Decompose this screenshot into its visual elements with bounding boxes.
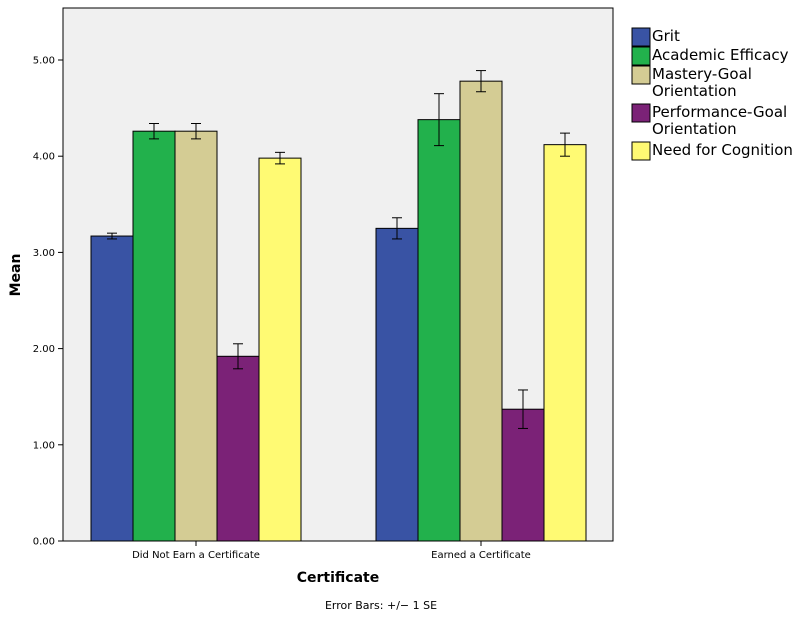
x-category-label: Earned a Certificate <box>431 550 531 561</box>
legend-label: Grit <box>652 27 680 45</box>
legend-swatch <box>631 27 651 47</box>
legend-label: Mastery-Goal <box>652 65 752 83</box>
bar-performance-goal-orientation-2 <box>501 408 545 542</box>
error-bar <box>233 343 243 370</box>
error-bar <box>518 389 528 429</box>
error-bar <box>392 217 402 240</box>
error-bar <box>275 151 285 165</box>
legend-item-need-for-cognition: Need for Cognition <box>631 141 793 161</box>
error-bars <box>107 70 570 429</box>
legend-label: Academic Efficacy <box>652 46 789 64</box>
legend-label: Performance-Goal <box>652 103 787 121</box>
bar-academic-efficacy-2 <box>417 119 461 542</box>
legend-label: Need for Cognition <box>652 141 793 159</box>
y-tick-label: 3.00 <box>33 248 55 259</box>
bar-need-for-cognition-1 <box>258 157 302 542</box>
x-axis-title: Certificate <box>297 570 379 586</box>
y-tick-label: 1.00 <box>33 440 55 451</box>
error-bar <box>107 232 117 240</box>
legend-label: Orientation <box>652 82 737 100</box>
bar-mastery-goal-orientation-2 <box>459 80 503 542</box>
y-axis: 0.00 1.00 2.00 3.00 4.00 5.00 <box>33 56 63 548</box>
bar-academic-efficacy-1 <box>132 130 176 542</box>
y-tick-label: 0.00 <box>33 537 55 548</box>
error-bar <box>191 122 201 140</box>
legend-swatch <box>631 141 651 161</box>
bar-grit-2 <box>375 227 419 542</box>
legend-item-academic-efficacy: Academic Efficacy <box>631 46 789 66</box>
y-tick-label: 5.00 <box>33 56 55 67</box>
legend-swatch <box>631 103 651 123</box>
y-tick-label: 2.00 <box>33 344 55 355</box>
y-tick-label: 4.00 <box>33 152 55 163</box>
bar-need-for-cognition-2 <box>543 144 587 542</box>
legend-swatch <box>631 65 651 85</box>
legend-item-grit: Grit <box>631 27 680 47</box>
y-axis-title: Mean <box>8 254 24 297</box>
error-bar <box>560 132 570 157</box>
x-category-label: Did Not Earn a Certificate <box>132 550 260 561</box>
error-bar <box>149 122 159 140</box>
error-bars-footnote: Error Bars: +/− 1 SE <box>325 599 437 612</box>
bar-grit-1 <box>90 235 134 542</box>
error-bar <box>476 70 486 93</box>
legend-swatch <box>631 46 651 66</box>
legend-label: Orientation <box>652 120 737 138</box>
x-axis: Did Not Earn a Certificate Earned a Certi… <box>132 541 531 561</box>
bar-performance-goal-orientation-1 <box>216 355 260 542</box>
error-bar <box>434 93 444 147</box>
bar-mastery-goal-orientation-1 <box>174 130 218 542</box>
